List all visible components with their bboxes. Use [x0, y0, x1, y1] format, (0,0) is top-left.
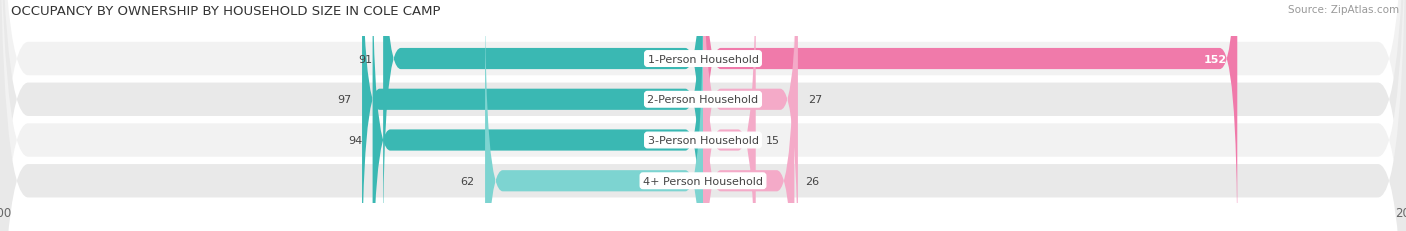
FancyBboxPatch shape: [703, 0, 794, 231]
Text: 27: 27: [808, 95, 823, 105]
FancyBboxPatch shape: [485, 0, 703, 231]
FancyBboxPatch shape: [373, 0, 703, 231]
Text: OCCUPANCY BY OWNERSHIP BY HOUSEHOLD SIZE IN COLE CAMP: OCCUPANCY BY OWNERSHIP BY HOUSEHOLD SIZE…: [11, 5, 440, 18]
Text: 97: 97: [337, 95, 352, 105]
Text: 26: 26: [804, 176, 820, 186]
Text: 2-Person Household: 2-Person Household: [647, 95, 759, 105]
FancyBboxPatch shape: [382, 0, 703, 231]
FancyBboxPatch shape: [363, 0, 703, 231]
Text: 3-Person Household: 3-Person Household: [648, 135, 758, 145]
Text: 15: 15: [766, 135, 780, 145]
Text: 94: 94: [347, 135, 363, 145]
FancyBboxPatch shape: [703, 0, 756, 231]
FancyBboxPatch shape: [703, 0, 1237, 231]
Text: 4+ Person Household: 4+ Person Household: [643, 176, 763, 186]
Text: 91: 91: [359, 54, 373, 64]
Text: 152: 152: [1204, 54, 1227, 64]
FancyBboxPatch shape: [703, 0, 799, 231]
Text: Source: ZipAtlas.com: Source: ZipAtlas.com: [1288, 5, 1399, 15]
Text: 62: 62: [460, 176, 475, 186]
Text: 1-Person Household: 1-Person Household: [648, 54, 758, 64]
